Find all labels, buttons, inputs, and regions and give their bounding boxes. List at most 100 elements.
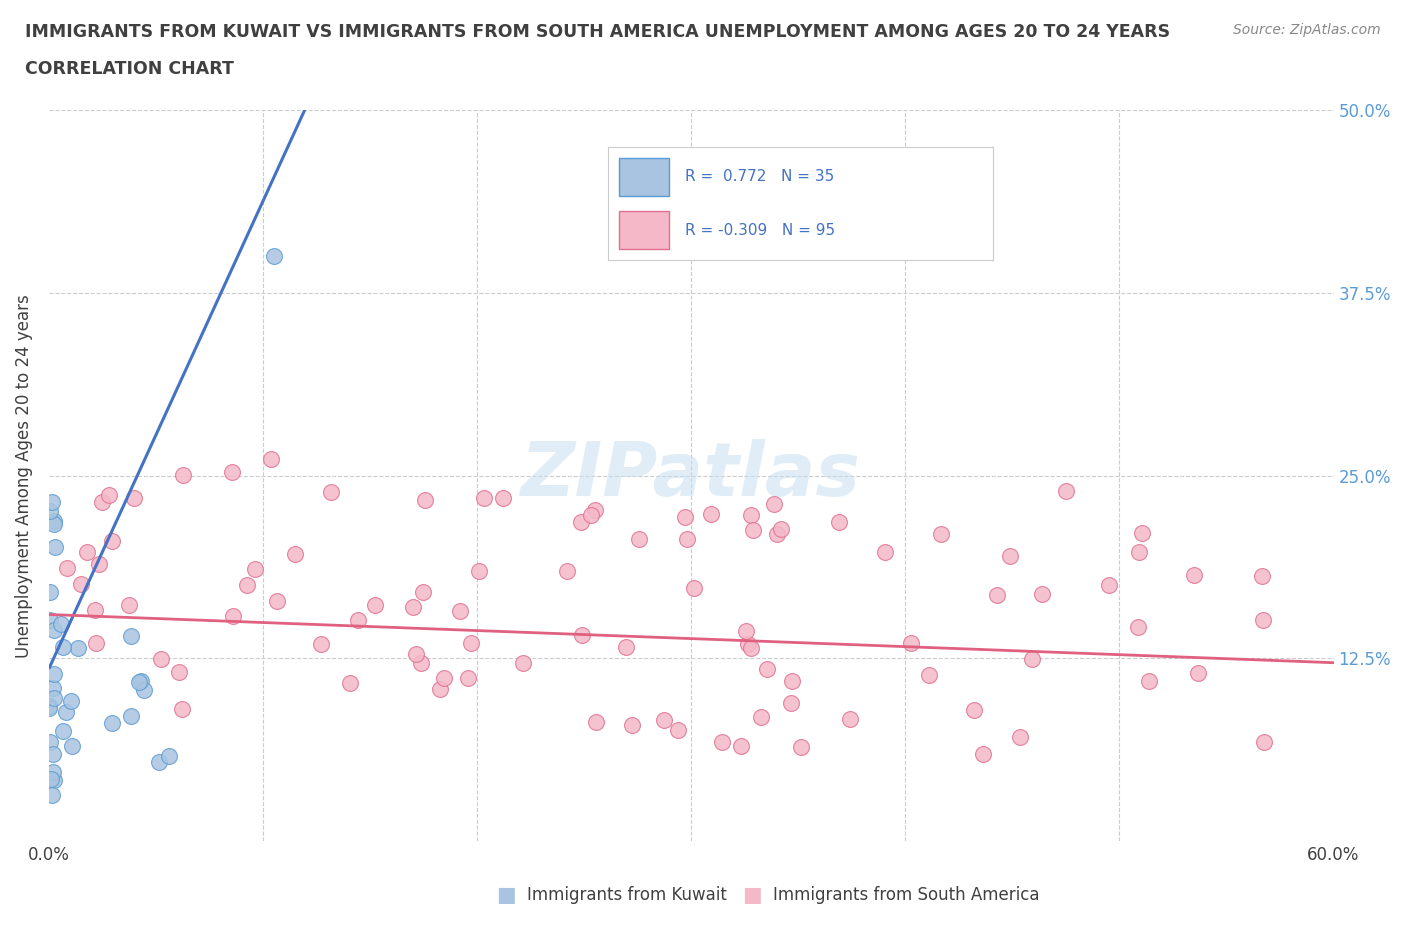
Text: Immigrants from South America: Immigrants from South America: [773, 885, 1040, 904]
Point: [569, 514, 592, 529]
Point: [1054, 484, 1077, 498]
Point: [222, 608, 245, 623]
Point: [1021, 651, 1043, 666]
Text: ■: ■: [742, 884, 762, 905]
Point: [401, 600, 423, 615]
Point: [412, 585, 434, 600]
Point: [122, 490, 145, 505]
Point: [346, 612, 368, 627]
Point: [614, 640, 637, 655]
Point: [474, 490, 496, 505]
Point: [148, 755, 170, 770]
Point: [260, 452, 283, 467]
Point: [38, 698, 60, 713]
Point: [740, 507, 762, 522]
Point: [49, 617, 72, 631]
Point: [118, 597, 141, 612]
Point: [172, 467, 194, 482]
Point: [683, 581, 706, 596]
Point: [413, 493, 436, 508]
Point: [55, 704, 77, 719]
Point: [39, 612, 62, 627]
Point: [668, 723, 690, 737]
Point: [41, 495, 63, 510]
Point: [769, 522, 792, 537]
Point: [673, 510, 696, 525]
Point: [39, 772, 62, 787]
Point: [1251, 568, 1274, 583]
Text: IMMIGRANTS FROM KUWAIT VS IMMIGRANTS FROM SOUTH AMERICA UNEMPLOYMENT AMONG AGES : IMMIGRANTS FROM KUWAIT VS IMMIGRANTS FRO…: [25, 23, 1170, 41]
Point: [84, 635, 107, 650]
Point: [962, 702, 984, 717]
Point: [1187, 666, 1209, 681]
Point: [41, 788, 63, 803]
Point: [583, 502, 606, 517]
Point: [875, 545, 897, 560]
Point: [1031, 586, 1053, 601]
Point: [929, 526, 952, 541]
Point: [492, 491, 515, 506]
Point: [167, 664, 190, 679]
Point: [1137, 674, 1160, 689]
Point: [59, 694, 82, 709]
Point: [170, 702, 193, 717]
Point: [44, 690, 66, 705]
Y-axis label: Unemployment Among Ages 20 to 24 years: Unemployment Among Ages 20 to 24 years: [15, 294, 32, 658]
Point: [120, 709, 142, 724]
Point: [741, 523, 763, 538]
Point: [120, 629, 142, 644]
Point: [69, 577, 91, 591]
Point: [579, 507, 602, 522]
Point: [433, 671, 456, 686]
Point: [571, 628, 593, 643]
Point: [38, 700, 60, 715]
Point: [1182, 567, 1205, 582]
Text: CORRELATION CHART: CORRELATION CHART: [25, 60, 235, 78]
Point: [652, 712, 675, 727]
Point: [245, 561, 267, 576]
Point: [735, 624, 758, 639]
Point: [998, 549, 1021, 564]
Point: [266, 593, 288, 608]
Point: [91, 495, 114, 510]
Point: [675, 531, 697, 546]
Point: [585, 714, 607, 729]
Point: [221, 464, 243, 479]
Point: [449, 604, 471, 618]
Point: [42, 747, 65, 762]
Point: [986, 587, 1008, 602]
Point: [52, 724, 75, 738]
Point: [363, 598, 385, 613]
Point: [621, 718, 644, 733]
Point: [339, 675, 361, 690]
Text: Source: ZipAtlas.com: Source: ZipAtlas.com: [1233, 23, 1381, 37]
Point: [42, 513, 65, 528]
Point: [44, 539, 66, 554]
Point: [42, 764, 65, 779]
Point: [755, 662, 778, 677]
Point: [765, 526, 787, 541]
Point: [39, 735, 62, 750]
Point: [56, 561, 79, 576]
Point: [1130, 526, 1153, 541]
Point: [263, 249, 285, 264]
Text: ■: ■: [496, 884, 516, 905]
Point: [740, 641, 762, 656]
Point: [129, 673, 152, 688]
Point: [42, 667, 65, 682]
Point: [132, 683, 155, 698]
Point: [918, 668, 941, 683]
Point: [839, 711, 862, 726]
Point: [790, 739, 813, 754]
Point: [38, 504, 60, 519]
Point: [84, 603, 107, 618]
Point: [42, 517, 65, 532]
Point: [42, 681, 65, 696]
Point: [1251, 612, 1274, 627]
Point: [627, 531, 650, 546]
Point: [828, 514, 851, 529]
Point: [737, 636, 759, 651]
Point: [149, 651, 172, 666]
Point: [900, 636, 922, 651]
Point: [468, 564, 491, 578]
